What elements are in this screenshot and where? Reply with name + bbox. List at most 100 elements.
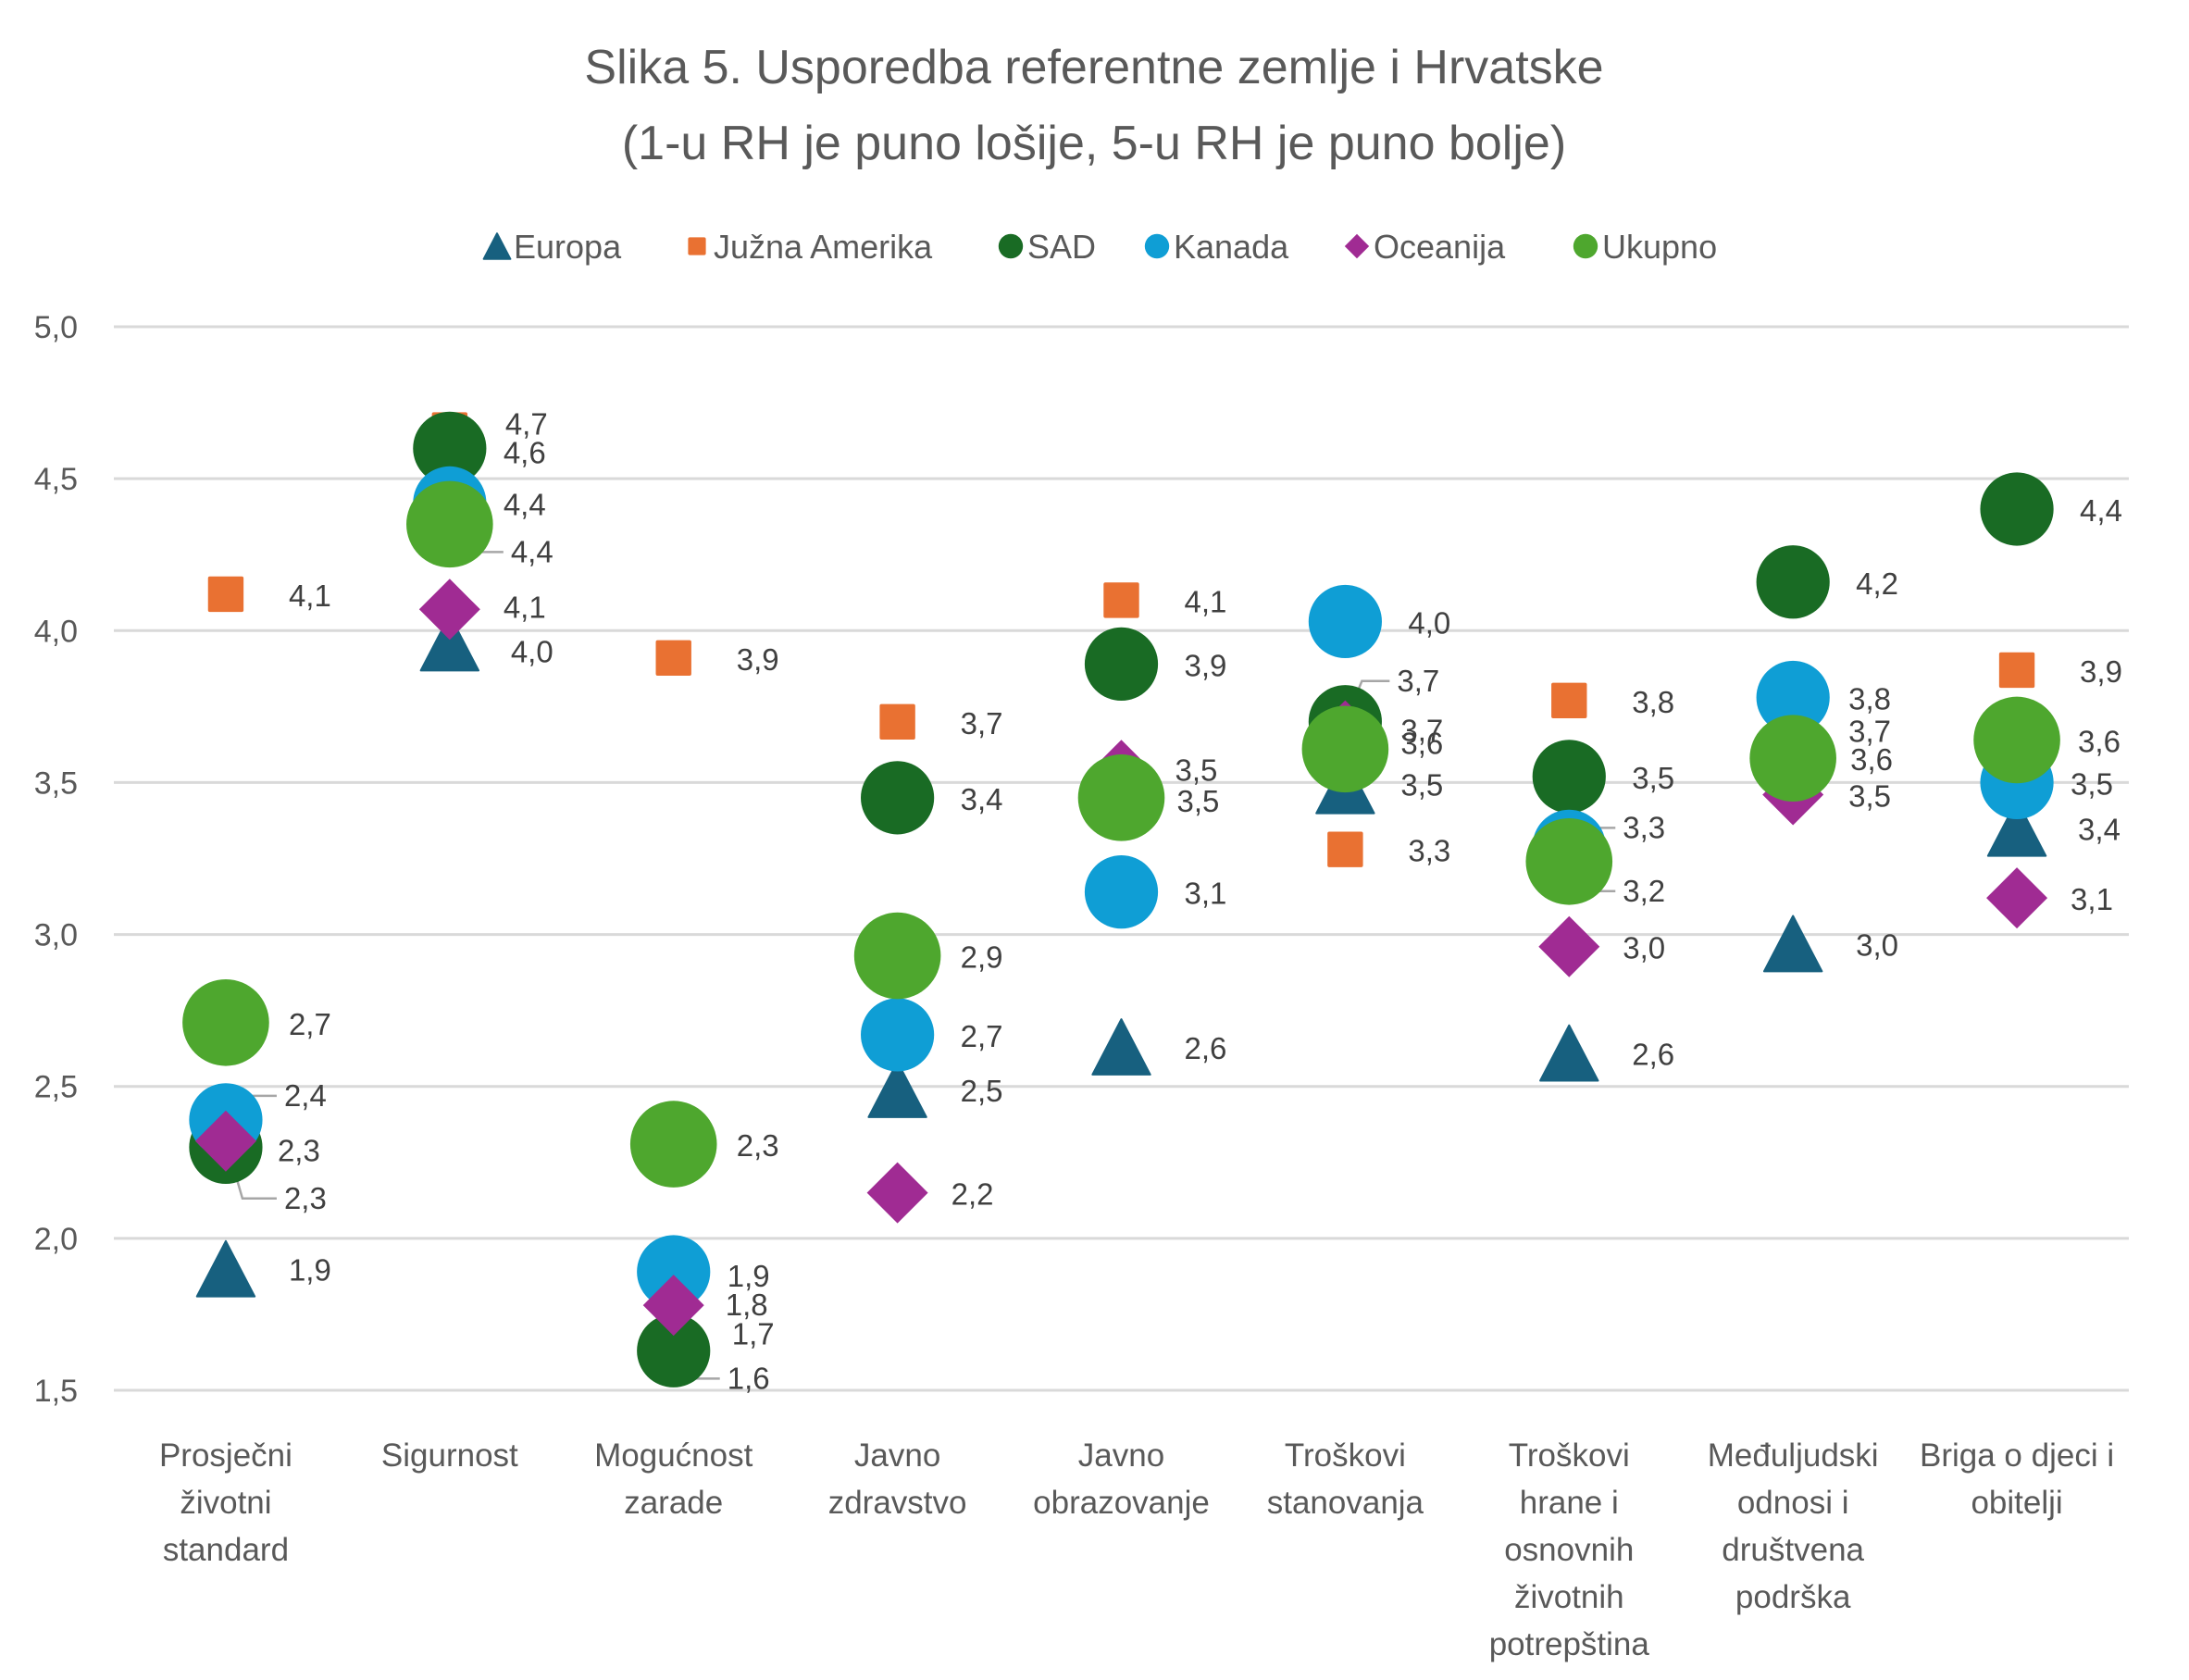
x-tick-label-line: stanovanja	[1267, 1485, 1424, 1521]
legend-item-europa: Europa	[482, 228, 622, 266]
marker-kanada	[637, 1235, 711, 1309]
marker-južna-amerika	[1103, 582, 1139, 618]
data-label: 4,1	[1185, 584, 1227, 618]
x-tick-label-line: hrane i	[1520, 1485, 1619, 1521]
marker-južna-amerika	[1551, 682, 1587, 718]
data-labels: 1,9 4,0 1,7 2,5 2,6 3,5 2,6 3,0 3,4 4,1 4,7 3,9 3,7 4…	[278, 407, 2122, 1396]
y-tick-label: 3,5	[34, 765, 78, 801]
marker-ukupno	[1749, 715, 1836, 802]
data-label: 3,1	[1185, 877, 1227, 911]
marker-oceanija	[642, 1275, 704, 1337]
y-tick-label: 5,0	[34, 310, 78, 345]
y-tick-label: 1,5	[34, 1374, 78, 1409]
x-tick-label-line: Mogućnost	[594, 1437, 752, 1474]
marker-ukupno	[853, 912, 941, 1000]
marker-južna-amerika	[207, 576, 244, 613]
data-label: 3,3	[1623, 810, 1665, 844]
marker-ukupno	[182, 978, 269, 1066]
marker-južna-amerika	[1998, 652, 2035, 689]
x-tick-label-line: Troškovi	[1285, 1437, 1406, 1474]
legend-marker-triangle-icon	[482, 232, 512, 260]
y-tick-label: 4,0	[34, 614, 78, 649]
marker-europa	[1986, 799, 2047, 857]
x-tick-label: Mogućnost zarade	[594, 1437, 752, 1521]
data-label: 3,9	[1185, 648, 1227, 682]
legend-marker-circle-icon	[998, 233, 1024, 259]
x-tick-label-line: životni	[180, 1485, 271, 1521]
x-tick-label: Javno zdravstvo	[828, 1437, 967, 1521]
legend-label: Europa	[514, 228, 622, 266]
data-label: 2,7	[961, 1019, 1003, 1053]
x-tick-label: Troškovi hrane i osnovnih životnih potrepšti…	[1489, 1437, 1650, 1662]
data-label: 3,5	[1632, 761, 1674, 795]
data-label: 3,0	[1856, 927, 1898, 962]
data-label: 3,8	[1632, 685, 1674, 719]
data-markers	[182, 411, 2060, 1388]
x-tick-label-line: podrška	[1735, 1579, 1851, 1615]
marker-europa	[867, 1061, 927, 1118]
marker-europa	[1762, 915, 1823, 973]
data-label: 3,8	[1848, 682, 1891, 716]
data-label: 2,3	[737, 1128, 779, 1163]
data-label: 4,7	[505, 407, 548, 442]
y-tick-label: 4,5	[34, 462, 78, 497]
x-tick-label-line: zdravstvo	[828, 1485, 967, 1521]
marker-oceanija	[418, 579, 480, 641]
data-label: 4,1	[289, 579, 331, 613]
x-tick-label: Briga o djeci i obitelji	[1920, 1437, 2114, 1521]
data-label: 1,9	[728, 1259, 770, 1293]
x-tick-label-line: standard	[163, 1532, 289, 1568]
marker-sad	[1980, 472, 2054, 546]
marker-ukupno	[406, 480, 493, 568]
x-tick-label-line: odnosi i	[1737, 1485, 1849, 1521]
data-label: 4,4	[504, 487, 546, 521]
data-label: 3,4	[961, 782, 1003, 816]
data-label: 3,7	[1848, 714, 1891, 748]
legend: Europa Južna Amerika SAD Kanada Oceanija Ukup…	[482, 228, 1717, 266]
data-label: 2,6	[1632, 1038, 1674, 1072]
marker-južna-amerika	[879, 703, 915, 740]
marker-kanada	[1084, 855, 1159, 929]
data-label: 2,5	[961, 1074, 1003, 1108]
x-tick-label: Javno obrazovanje	[1033, 1437, 1210, 1521]
data-label: 3,7	[1400, 714, 1443, 748]
x-tick-label-line: Sigurnost	[381, 1437, 518, 1474]
data-label: 3,1	[2071, 882, 2113, 916]
marker-europa	[1539, 1024, 1599, 1082]
legend-marker-diamond-icon	[1344, 233, 1370, 259]
marker-europa	[1091, 1018, 1151, 1076]
x-tick-label-line: potrepština	[1489, 1626, 1650, 1662]
data-label: 4,6	[504, 435, 546, 469]
y-tick-label: 3,0	[34, 918, 78, 953]
x-tick-label-line: obitelji	[1971, 1485, 2062, 1521]
x-tick-label: Sigurnost	[381, 1437, 518, 1474]
data-label: 3,5	[1175, 753, 1218, 787]
marker-kanada	[1308, 584, 1382, 659]
marker-oceanija	[194, 1110, 256, 1172]
data-label: 4,0	[511, 634, 553, 668]
marker-ukupno	[1525, 817, 1613, 905]
legend-marker-circle-icon	[1144, 233, 1170, 259]
data-label: 2,7	[289, 1007, 331, 1041]
legend-item-kanada: Kanada	[1144, 228, 1289, 266]
marker-kanada	[1756, 660, 1830, 735]
marker-sad	[1532, 740, 1606, 814]
marker-sad	[861, 761, 935, 835]
legend-label: SAD	[1027, 228, 1096, 266]
marker-ukupno	[1973, 696, 2060, 784]
data-label: 4,4	[2080, 493, 2122, 528]
marker-ukupno	[629, 1101, 717, 1188]
legend-item-ukupno: Ukupno	[1573, 228, 1717, 266]
y-tick-label: 2,0	[34, 1222, 78, 1257]
data-label: 3,4	[2078, 813, 2121, 847]
data-label: 1,7	[732, 1316, 775, 1350]
marker-oceanija	[1538, 915, 1600, 977]
marker-sad	[413, 411, 487, 485]
marker-sad	[637, 1313, 711, 1388]
legend-label: Oceanija	[1374, 228, 1506, 266]
data-label: 3,5	[1848, 779, 1891, 814]
marker-kanada	[861, 998, 935, 1072]
marker-oceanija	[866, 1162, 928, 1224]
data-label: 1,8	[726, 1288, 768, 1322]
